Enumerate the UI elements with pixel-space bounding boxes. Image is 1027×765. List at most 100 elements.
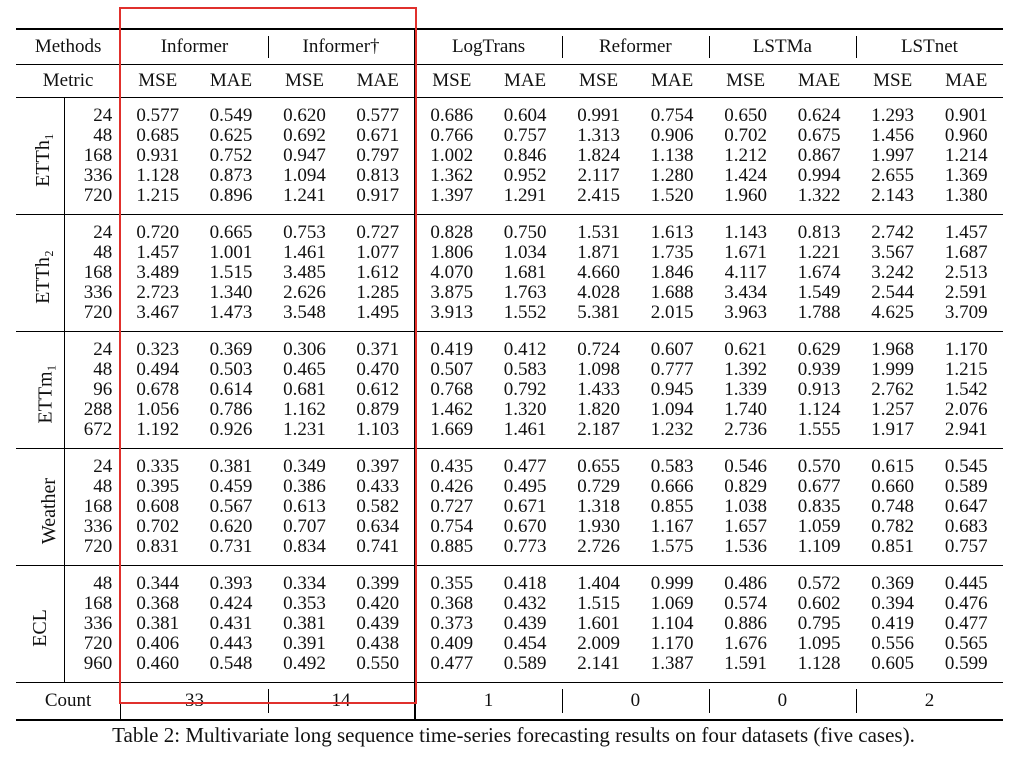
count-value: 14 xyxy=(331,690,351,711)
table-row: 48 0.494 0.503 0.465 0.470 0.507 0.583 1.098 0.7… xyxy=(16,360,1003,380)
table-row: 168 0.608 0.567 0.613 0.582 0.727 0.671 1.318 0.… xyxy=(16,497,1003,517)
value-cell: 0.438 xyxy=(356,633,400,654)
value-cell: 2.941 xyxy=(944,419,988,440)
value-cell: 1.674 xyxy=(797,262,841,283)
value-cell: 0.768 xyxy=(414,380,489,400)
value-cell: 2.141 xyxy=(577,653,620,674)
value-cell: 0.945 xyxy=(650,379,694,400)
value-cell: 0.707 xyxy=(283,516,326,537)
value-cell: 2.655 xyxy=(871,165,915,186)
value-cell: 0.567 xyxy=(209,496,253,517)
table-row: 168 3.489 1.515 3.485 1.612 4.070 1.681 4.660 1.… xyxy=(16,263,1003,283)
value-cell: 5.381 xyxy=(577,302,620,323)
value-cell: 0.577 xyxy=(120,97,195,126)
method-name: Informer xyxy=(160,36,229,57)
horizon-cell: 24 xyxy=(64,97,122,126)
value-cell: 0.418 xyxy=(488,565,562,594)
value-cell: 0.625 xyxy=(209,125,253,146)
value-cell: 0.439 xyxy=(356,613,400,634)
value-cell: 0.813 xyxy=(782,214,856,243)
value-cell: 3.963 xyxy=(724,302,767,323)
table-row: 960 0.460 0.548 0.492 0.550 0.477 0.589 2.141 1.… xyxy=(16,654,1003,683)
value-cell: 1.871 xyxy=(577,242,620,263)
count-value: 2 xyxy=(924,690,935,711)
value-cell: 1.552 xyxy=(503,302,547,323)
table-row: Weather 24 0.335 0.381 0.349 0.397 0.435 0.477 0… xyxy=(16,448,1003,566)
value-cell: 0.754 xyxy=(635,97,709,126)
value-cell: 0.577 xyxy=(341,97,415,126)
value-cell: 0.621 xyxy=(708,331,783,360)
value-cell: 0.650 xyxy=(708,97,783,126)
value-cell: 1.038 xyxy=(724,496,767,517)
value-cell: 0.926 xyxy=(209,419,253,440)
count-cell: 14 xyxy=(267,682,415,721)
value-cell: 0.424 xyxy=(209,593,253,614)
value-cell: 1.397 xyxy=(414,186,489,215)
horizon-cell: 336 xyxy=(64,517,122,537)
count-cell: 2 xyxy=(855,682,1003,721)
value-cell: 0.754 xyxy=(414,517,489,537)
count-divider xyxy=(561,689,563,713)
value-cell: 1.681 xyxy=(503,262,547,283)
value-cell: 3.242 xyxy=(871,262,915,283)
dataset-cell: ECL xyxy=(16,565,65,683)
value-cell: 0.565 xyxy=(944,633,988,654)
value-cell: 2.626 xyxy=(283,282,326,303)
value-cell: 0.426 xyxy=(414,477,489,497)
value-cell: 0.394 xyxy=(871,593,915,614)
value-cell: 1.763 xyxy=(503,282,547,303)
value-cell: 0.545 xyxy=(929,448,1003,477)
value-cell: 0.681 xyxy=(283,379,326,400)
horizon-cell: 720 xyxy=(64,537,122,566)
count-value: 0 xyxy=(630,690,641,711)
value-cell: 1.103 xyxy=(356,419,400,440)
value-cell: 0.797 xyxy=(356,145,400,166)
count-cell: 0 xyxy=(561,682,709,721)
method-header: Informer xyxy=(120,28,268,65)
value-cell: 0.335 xyxy=(120,448,195,477)
value-cell: 0.773 xyxy=(503,536,547,557)
value-cell: 1.212 xyxy=(724,145,767,166)
value-cell: 2.143 xyxy=(871,185,915,206)
method-name: LogTrans xyxy=(451,36,526,57)
value-cell: 0.432 xyxy=(503,593,547,614)
value-cell: 0.720 xyxy=(120,214,195,243)
value-cell: 0.549 xyxy=(194,97,268,126)
value-cell: 0.724 xyxy=(561,331,636,360)
value-cell: 0.507 xyxy=(414,360,489,380)
header-divider xyxy=(561,36,563,58)
value-cell: 1.241 xyxy=(283,185,326,206)
value-cell: 0.846 xyxy=(503,145,547,166)
value-cell: 0.412 xyxy=(488,331,562,360)
table-row: ECL 48 0.344 0.393 0.334 0.399 0.355 0.418 1.404… xyxy=(16,565,1003,683)
value-cell: 0.391 xyxy=(283,633,326,654)
count-divider xyxy=(267,689,269,713)
value-cell: 1.676 xyxy=(724,633,767,654)
value-cell: 1.293 xyxy=(855,97,930,126)
value-cell: 0.683 xyxy=(944,516,988,537)
metric-header: MAE xyxy=(929,64,1003,98)
value-cell: 3.709 xyxy=(944,302,988,323)
value-cell: 1.461 xyxy=(283,242,326,263)
value-cell: 0.589 xyxy=(944,476,988,497)
horizon-cell: 720 xyxy=(64,303,122,332)
value-cell: 0.443 xyxy=(209,633,253,654)
method-name: Reformer xyxy=(598,36,672,57)
value-cell: 0.885 xyxy=(414,537,489,566)
value-cell: 1.999 xyxy=(871,359,915,380)
value-cell: 0.583 xyxy=(635,448,709,477)
value-cell: 1.077 xyxy=(356,242,400,263)
value-cell: 0.834 xyxy=(283,536,326,557)
value-cell: 0.334 xyxy=(267,565,342,594)
dataset-label: ETTm₁ xyxy=(34,363,57,424)
value-cell: 0.368 xyxy=(414,594,489,614)
horizon-cell: 168 xyxy=(64,594,122,614)
value-cell: 1.162 xyxy=(283,399,326,420)
metric-header-row: Metric MSE MAE MSE MAE MSE MAE MSE MAE MSE MAE MSE M… xyxy=(16,64,1003,98)
horizon-cell: 48 xyxy=(64,126,122,146)
value-cell: 1.257 xyxy=(871,399,915,420)
value-cell: 1.215 xyxy=(944,359,988,380)
count-label: Count xyxy=(16,682,121,721)
table-row: 288 1.056 0.786 1.162 0.879 1.462 1.320 1.820 1.… xyxy=(16,400,1003,420)
horizon-cell: 288 xyxy=(64,400,122,420)
